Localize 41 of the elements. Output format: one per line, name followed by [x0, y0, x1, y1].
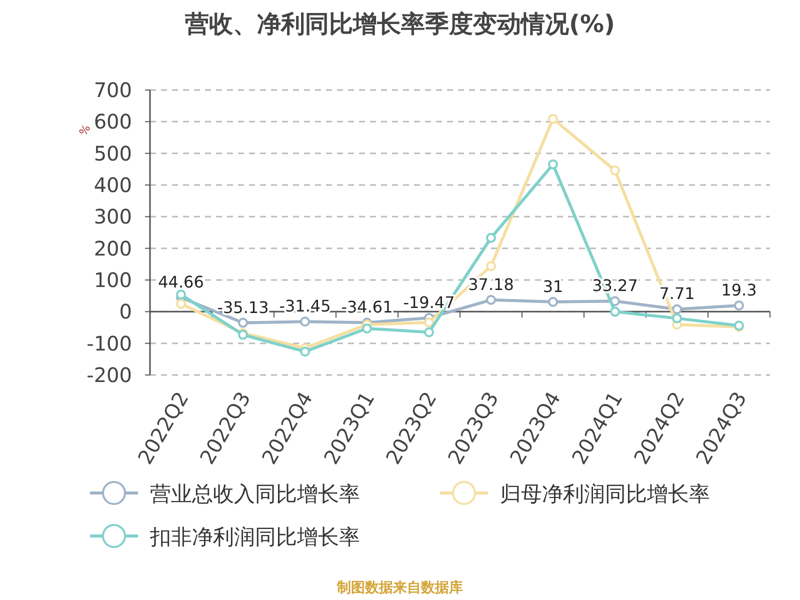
- point: [610, 306, 620, 317]
- point: [548, 296, 558, 307]
- point: [424, 317, 434, 328]
- y-tick-label: -200: [86, 363, 132, 387]
- point: [548, 159, 558, 170]
- y-axis-title: %: [76, 122, 94, 138]
- data-label: -31.45: [279, 296, 331, 316]
- point: [610, 165, 620, 176]
- point: [300, 316, 310, 327]
- point: [300, 346, 310, 357]
- data-label: 19.3: [721, 280, 757, 300]
- point: [734, 300, 744, 311]
- point: [486, 261, 496, 272]
- y-tick-label: 0: [119, 300, 132, 324]
- y-tick-label: 400: [94, 173, 132, 197]
- data-label: 37.18: [468, 274, 514, 294]
- data-label: 31: [542, 276, 564, 296]
- point: [424, 327, 434, 338]
- y-tick-label: 600: [94, 110, 132, 134]
- y-tick-label: 200: [94, 236, 132, 260]
- y-tick-label: -100: [86, 331, 132, 356]
- point: [176, 290, 186, 300]
- y-tick-label: 100: [94, 268, 132, 292]
- point: [362, 323, 372, 334]
- point: [176, 298, 186, 309]
- point: [672, 304, 682, 314]
- data-label: 44.66: [158, 272, 204, 292]
- data-label: 7.71: [659, 284, 695, 304]
- legend-label: 归母净利润同比增长率: [500, 482, 710, 506]
- point: [486, 232, 496, 243]
- y-tick-label: 500: [94, 141, 132, 166]
- legend-label: 扣非净利润同比增长率: [149, 525, 360, 549]
- legend-label: 营业总收入同比增长率: [150, 482, 360, 506]
- y-tick-label: 700: [94, 78, 132, 102]
- point: [238, 318, 248, 328]
- point: [672, 313, 682, 324]
- chart-title: 营收、净利同比增长率季度变动情况(%): [184, 10, 615, 38]
- point: [548, 114, 558, 124]
- text: 制图数据来自数据库: [336, 579, 463, 596]
- point: [486, 294, 496, 305]
- y-tick-label: 300: [94, 204, 132, 229]
